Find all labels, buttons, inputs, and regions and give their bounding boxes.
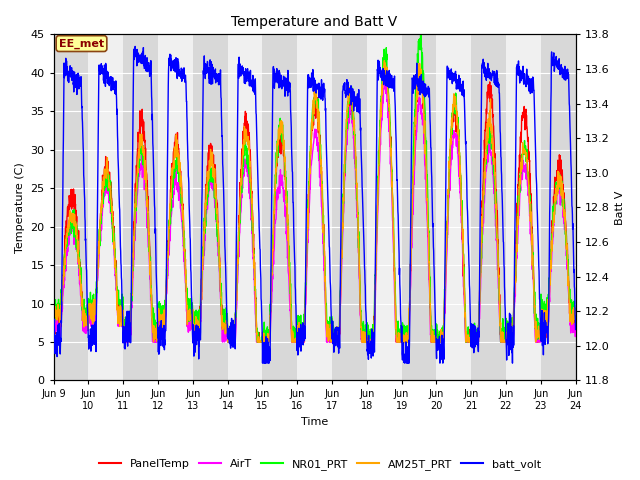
Y-axis label: Temperature (C): Temperature (C) bbox=[15, 162, 25, 253]
Bar bbox=[401, 35, 436, 381]
X-axis label: Time: Time bbox=[301, 417, 328, 427]
Bar bbox=[297, 35, 332, 381]
Bar bbox=[193, 35, 228, 381]
Title: Temperature and Batt V: Temperature and Batt V bbox=[232, 15, 397, 29]
Bar bbox=[367, 35, 401, 381]
Bar bbox=[436, 35, 471, 381]
Bar bbox=[88, 35, 124, 381]
Bar bbox=[541, 35, 575, 381]
Y-axis label: Batt V: Batt V bbox=[615, 190, 625, 225]
Legend: PanelTemp, AirT, NR01_PRT, AM25T_PRT, batt_volt: PanelTemp, AirT, NR01_PRT, AM25T_PRT, ba… bbox=[94, 455, 546, 474]
Bar bbox=[158, 35, 193, 381]
Bar bbox=[332, 35, 367, 381]
Bar bbox=[262, 35, 297, 381]
Bar bbox=[54, 35, 88, 381]
Text: EE_met: EE_met bbox=[59, 38, 104, 48]
Bar bbox=[506, 35, 541, 381]
Bar bbox=[471, 35, 506, 381]
Bar bbox=[228, 35, 262, 381]
Bar bbox=[124, 35, 158, 381]
